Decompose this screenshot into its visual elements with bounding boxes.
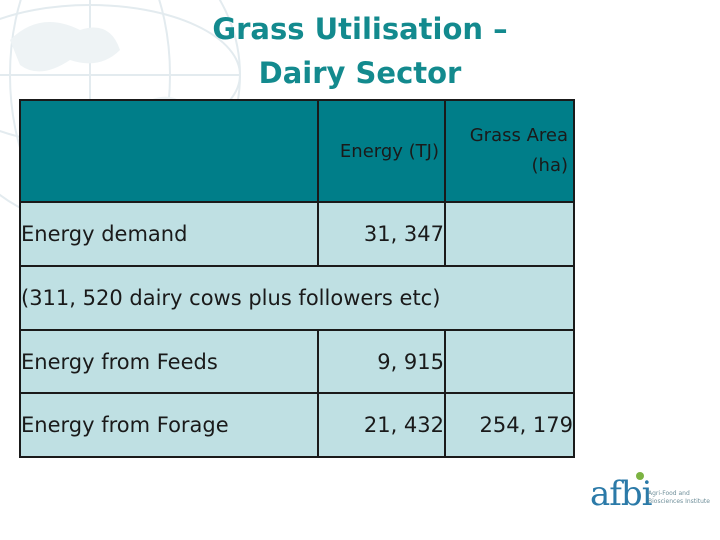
row-label-energy-demand: Energy demand — [19, 201, 319, 267]
energy-demand-value: 31, 347 — [317, 201, 446, 267]
row-label-energy-feeds: Energy from Feeds — [19, 329, 319, 394]
table-header-row: Energy (TJ) Grass Area (ha) — [19, 99, 575, 203]
afbi-logo-dot-icon — [636, 472, 644, 480]
table-row: Energy from Forage 21, 432 254, 179 — [19, 392, 575, 458]
energy-feeds-value: 9, 915 — [317, 329, 446, 394]
energy-forage-value: 21, 432 — [317, 392, 446, 458]
energy-forage-grass-area: 254, 179 — [444, 392, 575, 458]
table-row: Energy demand 31, 347 — [19, 201, 575, 267]
dairy-cows-note: (311, 520 dairy cows plus followers etc) — [19, 265, 575, 331]
header-blank-cell — [19, 99, 319, 203]
slide-title-line-1: Grass Utilisation – — [212, 12, 508, 46]
energy-feeds-grass-area — [444, 329, 575, 394]
row-label-energy-forage: Energy from Forage — [19, 392, 319, 458]
afbi-logo-subtitle: Agri-Food and Biosciences Institute — [648, 490, 710, 505]
grass-utilisation-table: Energy (TJ) Grass Area (ha) Energy deman… — [19, 99, 575, 458]
afbi-logo-wordmark: afbi — [590, 474, 652, 514]
header-grass-area: Grass Area (ha) — [444, 99, 575, 203]
table-row: (311, 520 dairy cows plus followers etc) — [19, 265, 575, 331]
header-energy: Energy (TJ) — [317, 99, 446, 203]
afbi-logo: afbi Agri-Food and Biosciences Institute — [590, 470, 710, 520]
header-grass-area-text: Grass Area (ha) — [469, 125, 568, 176]
energy-demand-grass-area — [444, 201, 575, 267]
table-row: Energy from Feeds 9, 915 — [19, 329, 575, 394]
slide-title-line-2: Dairy Sector — [258, 56, 462, 90]
